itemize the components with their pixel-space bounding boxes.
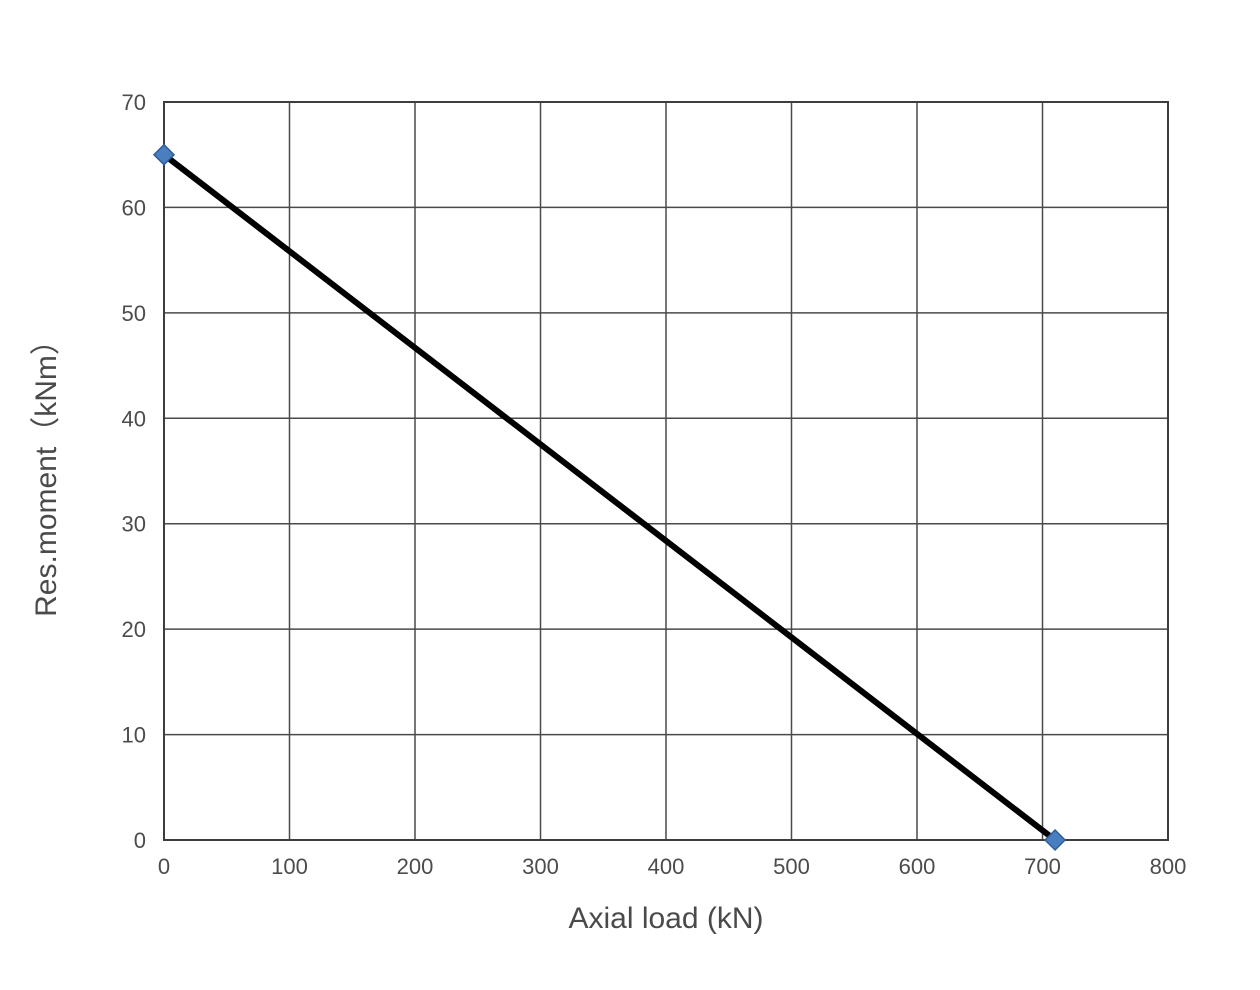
y-tick-label: 20 <box>122 617 146 642</box>
y-tick-label: 10 <box>122 723 146 748</box>
y-tick-label: 40 <box>122 406 146 431</box>
y-axis-label: Res.moment（kNm） <box>30 325 63 617</box>
y-tick-label: 0 <box>134 828 146 853</box>
x-tick-label: 400 <box>648 854 685 879</box>
y-tick-label: 50 <box>122 301 146 326</box>
x-tick-label: 200 <box>397 854 434 879</box>
x-tick-label: 600 <box>899 854 936 879</box>
x-tick-label: 100 <box>271 854 308 879</box>
chart-container: 0 100 200 300 400 500 600 700 800 0 10 20 30 40 50 60 70… <box>0 0 1260 990</box>
x-tick-label: 800 <box>1150 854 1187 879</box>
chart-svg: 0 100 200 300 400 500 600 700 800 0 10 20 30 40 50 60 70… <box>0 0 1260 990</box>
y-tick-label: 70 <box>122 90 146 115</box>
x-axis-label: Axial load (kN) <box>568 902 763 935</box>
x-tick-label: 300 <box>522 854 559 879</box>
x-tick-label: 500 <box>773 854 810 879</box>
y-tick-label: 30 <box>122 512 146 537</box>
x-tick-label: 0 <box>158 854 170 879</box>
y-tick-label: 60 <box>122 195 146 220</box>
x-tick-label: 700 <box>1024 854 1061 879</box>
